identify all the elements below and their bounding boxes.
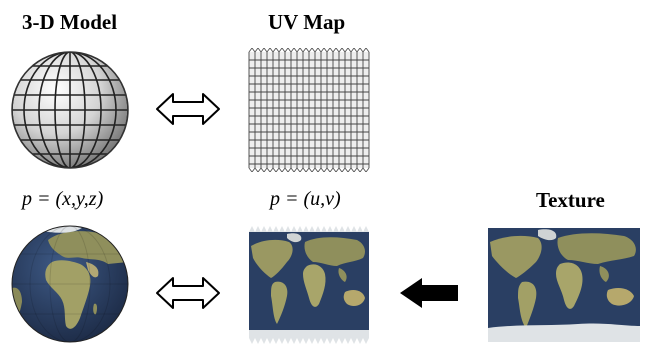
model-title: 3-D Model [22,10,118,34]
uv-grid-icon [248,48,370,172]
world-map-icon [249,226,369,344]
double-arrow-icon [156,93,220,125]
left-arrow-icon [400,278,458,308]
double-arrow-icon [156,277,220,309]
model-coordinates: p = (x,y,z) [22,188,104,210]
uv-coordinates: p = (u,v) [270,188,341,210]
earth-globe-icon [11,225,129,343]
texture-title: Texture [536,188,605,212]
world-map-icon [488,228,640,342]
uvmap-title: UV Map [268,10,346,34]
wireframe-sphere-icon [11,51,129,169]
